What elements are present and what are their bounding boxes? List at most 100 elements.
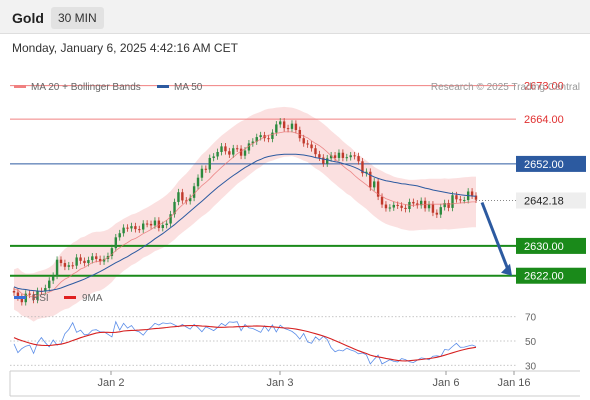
- level-tag: [516, 237, 586, 254]
- candle-body: [396, 204, 399, 206]
- candle-body: [63, 263, 67, 267]
- x-tick-label: Jan 3: [267, 377, 294, 389]
- candle-body: [306, 143, 309, 145]
- candle-body: [12, 291, 16, 293]
- candle-body: [455, 195, 458, 200]
- candle-body: [345, 157, 349, 159]
- bollinger-band-layer: [14, 106, 476, 322]
- candle-body: [161, 225, 164, 229]
- candle-body: [134, 226, 137, 230]
- candle-body: [83, 260, 86, 264]
- level-label: 2630.00: [524, 241, 564, 253]
- candle-body: [427, 204, 431, 209]
- bollinger-band: [14, 106, 476, 322]
- chart-header: Gold 30 MIN: [0, 0, 590, 34]
- rsi-legend-swatch: [64, 296, 76, 299]
- level-tag: [516, 267, 586, 284]
- candle-body: [357, 156, 360, 162]
- rsi-legend-swatch: [14, 296, 26, 299]
- candle-body: [470, 191, 474, 196]
- candle-body: [91, 256, 94, 261]
- rsi-legend-label: 9MA: [82, 293, 103, 304]
- levels-layer: [10, 85, 516, 277]
- level-tag: [516, 155, 586, 172]
- candle-body: [318, 154, 321, 158]
- candle-body: [459, 199, 462, 201]
- candle-body: [392, 204, 395, 208]
- candle-body: [380, 196, 384, 205]
- candle-body: [204, 168, 208, 170]
- ma50-line: [13, 153, 477, 292]
- candle-body: [75, 257, 78, 266]
- candle-body: [79, 257, 82, 261]
- interval-button[interactable]: 30 MIN: [51, 7, 104, 29]
- candle-body: [173, 201, 176, 215]
- legend-label: MA 20 + Bollinger Bands: [31, 82, 141, 93]
- candle-body: [138, 229, 141, 231]
- candle-body: [153, 220, 157, 226]
- candle-body: [118, 233, 121, 238]
- candle-body: [200, 168, 204, 178]
- candle-body: [474, 195, 478, 200]
- candle-body: [114, 237, 118, 249]
- candle-body: [365, 171, 368, 174]
- candle-body: [247, 143, 251, 151]
- candle-body: [271, 132, 274, 139]
- candle-body: [102, 258, 106, 262]
- candle-body: [16, 292, 20, 298]
- x-axis: Jan 2 Jan 3 Jan 6 Jan 16: [9, 370, 580, 397]
- moving-average-layer: [13, 131, 477, 298]
- level-label: 2622.00: [524, 271, 564, 283]
- candle-body: [412, 201, 415, 204]
- candle-body: [372, 181, 376, 188]
- candle-body: [196, 177, 200, 187]
- candle-body: [322, 157, 325, 164]
- candle-body: [239, 148, 243, 156]
- candle-body: [220, 146, 223, 152]
- candle-body: [149, 223, 153, 226]
- candle-body: [361, 161, 364, 174]
- candle-body: [243, 150, 247, 156]
- rsi-ma-line: [13, 325, 477, 362]
- candle-body: [51, 275, 55, 281]
- x-tick-label: Jan 6: [433, 377, 460, 389]
- candle-body: [44, 288, 47, 292]
- candle-body: [290, 123, 294, 129]
- candle-body: [181, 192, 184, 201]
- candle-body: [310, 144, 313, 149]
- candle-body: [48, 280, 51, 289]
- candle-body: [337, 152, 341, 158]
- legend-label: MA 50: [174, 82, 203, 93]
- candle-body: [463, 200, 466, 202]
- candle-body: [224, 146, 227, 152]
- candle-body: [259, 135, 262, 138]
- price-labels-layer: 2673.00 2664.00 2652.00 2630.00 2622.00 2642.…: [516, 81, 586, 284]
- candle-body: [282, 121, 286, 129]
- candle-body: [302, 138, 305, 144]
- rsi-legend-label: RSI: [32, 293, 49, 304]
- candle-body: [443, 203, 446, 208]
- legend-swatch: [14, 85, 26, 88]
- level-label: 2673.00: [524, 81, 564, 93]
- rsi-panel: 70 50 30 RSI 9MA: [10, 293, 537, 372]
- candle-body: [110, 248, 114, 256]
- candle-body: [130, 226, 133, 229]
- candle-body: [235, 148, 239, 150]
- candle-body: [157, 220, 161, 229]
- candle-body: [447, 203, 450, 208]
- candle-body: [95, 256, 98, 259]
- candle-body: [67, 265, 71, 267]
- candle-body: [216, 151, 219, 157]
- candle-body: [267, 138, 270, 140]
- candle-body: [314, 148, 317, 155]
- candle-body: [431, 204, 435, 213]
- legend-layer: MA 20 + Bollinger Bands MA 50 Research © 2…: [14, 82, 580, 93]
- rsi-tick-label: 30: [525, 361, 537, 372]
- candle-body: [20, 297, 24, 303]
- candle-body: [369, 171, 372, 188]
- candle-body: [279, 121, 282, 125]
- candle-body: [349, 155, 352, 158]
- candle-body: [400, 205, 403, 208]
- candle-body: [55, 259, 59, 276]
